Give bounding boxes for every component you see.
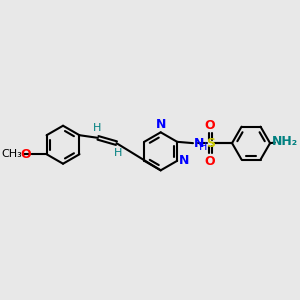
Text: N: N bbox=[155, 118, 166, 131]
Text: O: O bbox=[205, 155, 215, 168]
Text: H: H bbox=[92, 123, 101, 133]
Text: CH₃: CH₃ bbox=[1, 149, 22, 159]
Text: O: O bbox=[20, 148, 31, 161]
Text: S: S bbox=[206, 136, 214, 150]
Text: H: H bbox=[199, 142, 207, 152]
Text: NH₂: NH₂ bbox=[272, 135, 298, 148]
Text: N: N bbox=[178, 154, 189, 167]
Text: N: N bbox=[194, 136, 205, 150]
Text: O: O bbox=[205, 118, 215, 131]
Text: H: H bbox=[114, 148, 122, 158]
